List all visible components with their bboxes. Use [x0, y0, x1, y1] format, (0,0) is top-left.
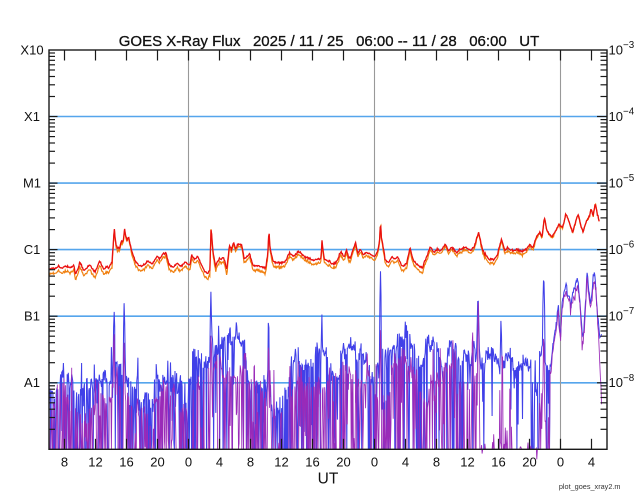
svg-text:0: 0: [557, 455, 564, 470]
svg-text:0: 0: [185, 455, 192, 470]
svg-text:8: 8: [433, 455, 440, 470]
svg-text:12: 12: [460, 455, 474, 470]
svg-text:−5: −5: [623, 173, 635, 184]
svg-text:−8: −8: [623, 373, 635, 384]
svg-text:8: 8: [247, 455, 254, 470]
svg-text:20: 20: [522, 455, 536, 470]
svg-text:10: 10: [609, 375, 623, 390]
svg-text:10: 10: [609, 309, 623, 324]
svg-text:−6: −6: [623, 240, 635, 251]
svg-text:4: 4: [588, 455, 595, 470]
svg-text:10: 10: [609, 176, 623, 191]
svg-text:10: 10: [609, 242, 623, 257]
svg-text:B1: B1: [24, 309, 40, 324]
svg-text:12: 12: [88, 455, 102, 470]
svg-text:10: 10: [609, 109, 623, 124]
svg-text:−7: −7: [623, 306, 634, 317]
svg-text:−4: −4: [623, 107, 635, 118]
svg-text:16: 16: [305, 455, 319, 470]
svg-text:12: 12: [274, 455, 288, 470]
svg-text:20: 20: [150, 455, 164, 470]
svg-text:UT: UT: [318, 471, 339, 488]
svg-text:A1: A1: [24, 375, 40, 390]
svg-text:10: 10: [609, 43, 623, 58]
svg-text:8: 8: [61, 455, 68, 470]
svg-text:X1: X1: [24, 109, 40, 124]
svg-text:20: 20: [336, 455, 350, 470]
svg-text:plot_goes_xray2.m: plot_goes_xray2.m: [559, 482, 621, 491]
svg-text:16: 16: [119, 455, 133, 470]
svg-text:GOES X-Ray Flux 2025 / 11 /: GOES X-Ray Flux 2025 / 11 / 25 06:00 -- …: [119, 33, 539, 50]
svg-text:0: 0: [371, 455, 378, 470]
svg-text:4: 4: [216, 455, 223, 470]
svg-text:M1: M1: [23, 176, 41, 191]
svg-text:−3: −3: [623, 40, 635, 51]
svg-text:C1: C1: [24, 242, 41, 257]
svg-text:4: 4: [402, 455, 409, 470]
svg-text:16: 16: [491, 455, 505, 470]
svg-text:X10: X10: [20, 43, 43, 58]
